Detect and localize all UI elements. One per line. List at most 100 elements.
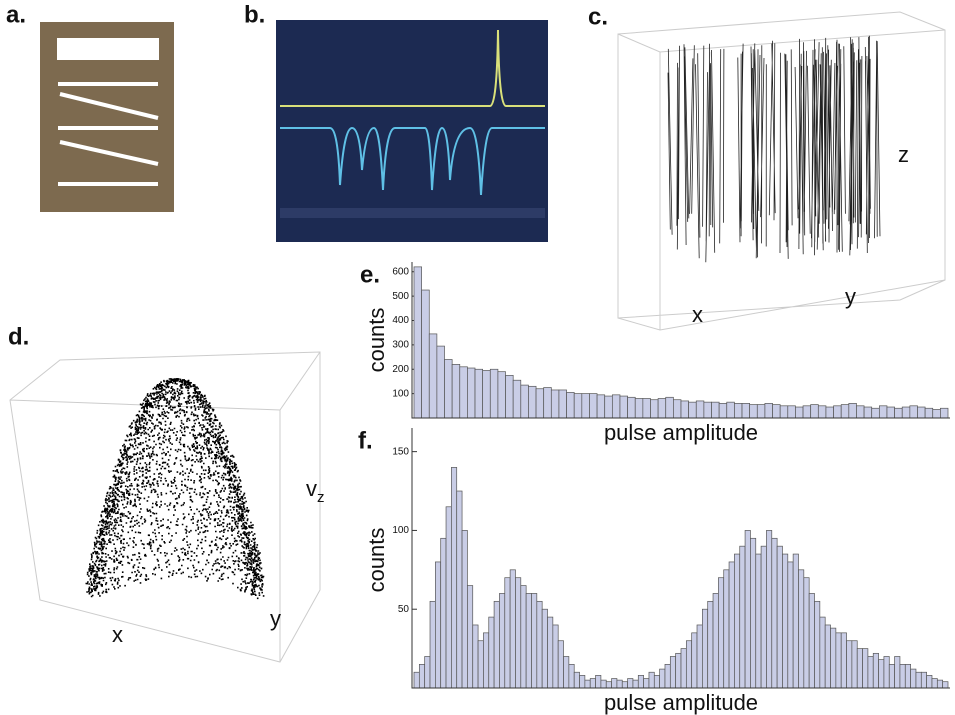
bar [600, 679, 607, 689]
bar [688, 401, 697, 419]
bar [940, 407, 949, 419]
bar [711, 401, 720, 419]
bar [467, 367, 476, 419]
axis-label: x [692, 302, 703, 327]
bar [734, 553, 741, 689]
x-axis-label: pulse amplitude [604, 690, 758, 715]
bar [795, 406, 804, 419]
y-tick-label: 300 [392, 340, 409, 351]
bar [568, 664, 575, 689]
bar [835, 632, 842, 689]
3d-lines [617, 11, 946, 331]
bar [814, 600, 821, 689]
bar [595, 675, 602, 689]
panel-label: f. [358, 427, 373, 454]
bar [627, 396, 636, 419]
bar [573, 393, 583, 419]
bar [424, 656, 431, 689]
bar [779, 405, 789, 419]
bar [776, 545, 783, 689]
bar [808, 593, 815, 689]
bar [840, 404, 850, 419]
bar [525, 593, 532, 689]
bar [878, 659, 885, 689]
bar [581, 393, 590, 419]
bar [643, 678, 650, 689]
axis-label: vz [306, 476, 325, 506]
bar [605, 681, 612, 689]
bar [413, 266, 422, 419]
bar [904, 664, 911, 689]
y-tick-label: 600 [392, 266, 409, 277]
bar [563, 656, 570, 689]
bar [696, 624, 703, 689]
bar [872, 652, 879, 689]
bar [749, 404, 758, 419]
bar [685, 640, 693, 689]
bar [702, 608, 709, 689]
bar [894, 407, 903, 419]
bar [803, 577, 810, 689]
bar [846, 640, 853, 689]
panel-label: e. [360, 261, 380, 288]
bar [703, 401, 712, 419]
y-tick-label: 200 [392, 364, 409, 375]
bar [664, 664, 671, 689]
bar [558, 389, 567, 419]
y-tick-label: 500 [392, 291, 409, 302]
bar [723, 569, 730, 689]
bar [910, 668, 917, 689]
bar [851, 640, 858, 689]
bar [707, 600, 714, 689]
photo [40, 22, 174, 212]
bar [451, 364, 461, 419]
bar [848, 403, 857, 419]
bar [509, 569, 516, 689]
bar [718, 403, 728, 419]
bar [787, 561, 794, 689]
oscilloscope [276, 20, 548, 242]
bar [589, 393, 598, 419]
bar [718, 577, 725, 689]
y-axis-label: counts [364, 308, 389, 373]
bar [825, 406, 834, 419]
bar [771, 537, 778, 689]
bar [695, 400, 705, 419]
bar [932, 409, 941, 419]
bar [520, 585, 527, 689]
panel-label: b. [244, 1, 265, 28]
bar [760, 545, 767, 689]
bar [467, 585, 474, 689]
bar [642, 398, 651, 419]
bar [611, 678, 618, 689]
bar [924, 407, 934, 419]
y-tick-label: 100 [392, 388, 409, 399]
bar [579, 675, 586, 689]
bar [616, 679, 623, 689]
bar [536, 600, 543, 689]
bar [435, 561, 442, 689]
bar [444, 359, 453, 419]
axis-label: y [270, 606, 281, 631]
bar [909, 405, 918, 419]
bar [541, 608, 548, 689]
bar [445, 506, 452, 689]
bar [429, 600, 436, 689]
bar [936, 679, 944, 689]
panel-label: a. [6, 1, 26, 28]
panel-label: d. [8, 323, 29, 350]
bar [741, 403, 751, 419]
bar [680, 400, 689, 419]
bar [883, 656, 890, 689]
y-tick-label: 50 [398, 604, 410, 615]
bar [657, 398, 667, 419]
bar [474, 368, 484, 419]
bar [894, 656, 901, 689]
bar [787, 405, 796, 419]
bar [428, 333, 438, 419]
bar [421, 289, 430, 419]
bar [604, 395, 613, 419]
bar [915, 671, 922, 689]
axis-label: x [112, 622, 123, 647]
